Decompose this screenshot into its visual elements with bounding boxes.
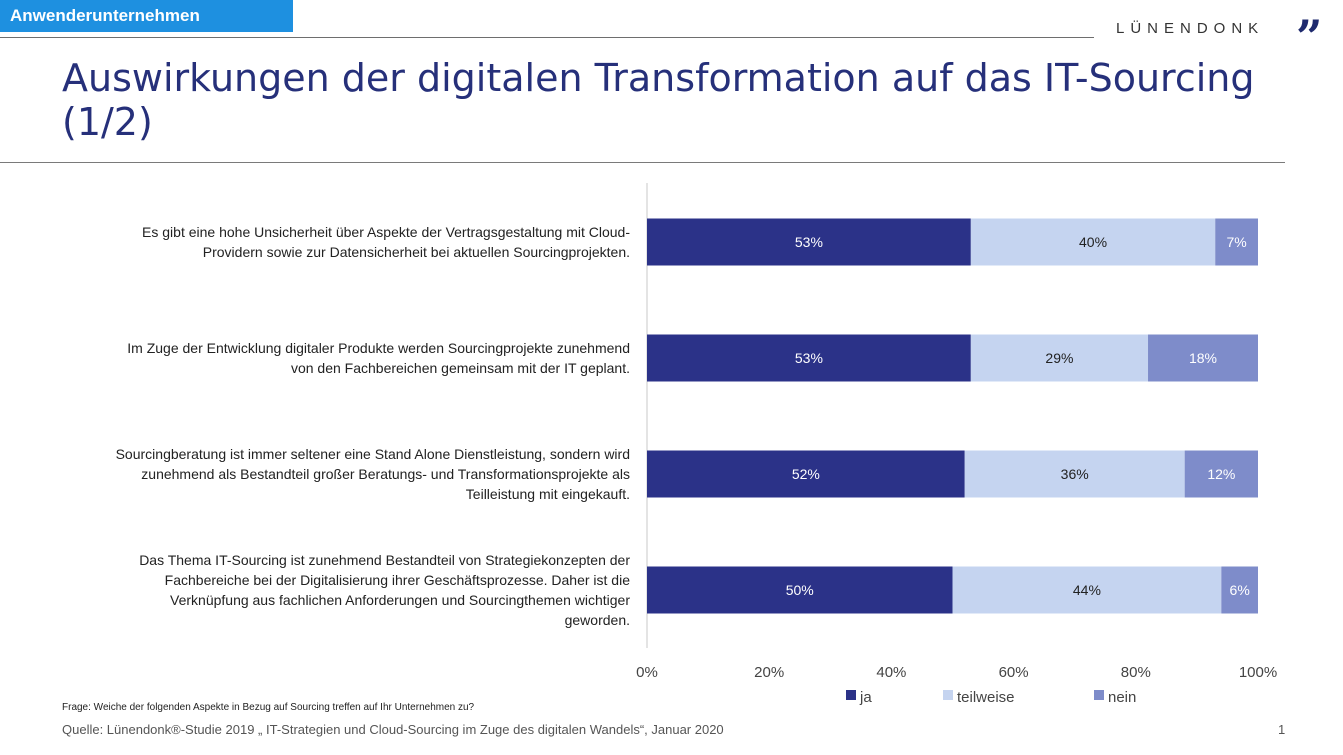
category-label: Verknüpfung aus fachlichen Anforderungen… [170, 592, 630, 608]
category-label: Sourcingberatung ist immer seltener eine… [116, 446, 630, 462]
legend-label: ja [859, 689, 872, 706]
x-tick-label: 100% [1239, 664, 1277, 681]
data-label: 53% [795, 350, 823, 366]
bar-teilweise [970, 218, 1216, 266]
bar-ja [647, 450, 965, 498]
data-label: 44% [1073, 582, 1101, 598]
data-label: 6% [1230, 582, 1250, 598]
bar-ja [647, 566, 953, 614]
data-label: 52% [792, 466, 820, 482]
page-title: Auswirkungen der digitalen Transformatio… [62, 56, 1255, 144]
category-label: geworden. [565, 612, 630, 628]
category-label: Fachbereiche bei der Digitalisierung ihr… [165, 572, 631, 588]
category-label: Im Zuge der Entwicklung digitaler Produk… [127, 340, 630, 356]
data-label: 36% [1061, 466, 1089, 482]
legend-swatch-nein [1094, 690, 1104, 700]
bar-nein [1184, 450, 1258, 498]
category-label: Teilleistung mit eingekauft. [466, 486, 630, 502]
bar-ja [647, 218, 971, 266]
data-label: 53% [795, 234, 823, 250]
bar-teilweise [970, 334, 1149, 382]
x-tick-label: 40% [876, 664, 906, 681]
bar-nein [1215, 218, 1258, 266]
quote-mark-icon: ” [1296, 10, 1323, 64]
data-label: 40% [1079, 234, 1107, 250]
data-label: 29% [1045, 350, 1073, 366]
data-label: 12% [1207, 466, 1235, 482]
source-note: Quelle: Lünendonk®-Studie 2019 „ IT-Stra… [62, 722, 724, 737]
category-label: Es gibt eine hohe Unsicherheit über Aspe… [142, 224, 630, 240]
data-label: 7% [1226, 234, 1246, 250]
brand-logo: LÜNENDONK [1116, 20, 1265, 37]
x-tick-label: 80% [1121, 664, 1151, 681]
bar-nein [1148, 334, 1258, 382]
x-tick-label: 0% [636, 664, 658, 681]
title-divider [0, 162, 1285, 163]
bar-teilweise [952, 566, 1222, 614]
category-label: Das Thema IT-Sourcing ist zunehmend Best… [139, 552, 630, 568]
legend-label: nein [1108, 689, 1136, 706]
legend-swatch-ja [846, 690, 856, 700]
section-tag: Anwenderunternehmen [0, 0, 293, 32]
top-divider [0, 37, 1094, 38]
bar-teilweise [964, 450, 1185, 498]
category-label: zunehmend als Bestandteil großer Beratun… [141, 466, 630, 482]
legend-label: teilweise [957, 689, 1015, 706]
category-label: Providern sowie zur Datensicherheit bei … [203, 244, 630, 260]
bar-nein [1221, 566, 1258, 614]
legend-swatch-teilweise [943, 690, 953, 700]
x-tick-label: 60% [999, 664, 1029, 681]
data-label: 18% [1189, 350, 1217, 366]
data-label: 50% [786, 582, 814, 598]
x-tick-label: 20% [754, 664, 784, 681]
category-label: von den Fachbereichen gemeinsam mit der … [291, 360, 630, 376]
bar-ja [647, 334, 971, 382]
survey-question: Frage: Weiche der folgenden Aspekte in B… [62, 702, 475, 713]
page-number: 1 [1278, 722, 1286, 737]
